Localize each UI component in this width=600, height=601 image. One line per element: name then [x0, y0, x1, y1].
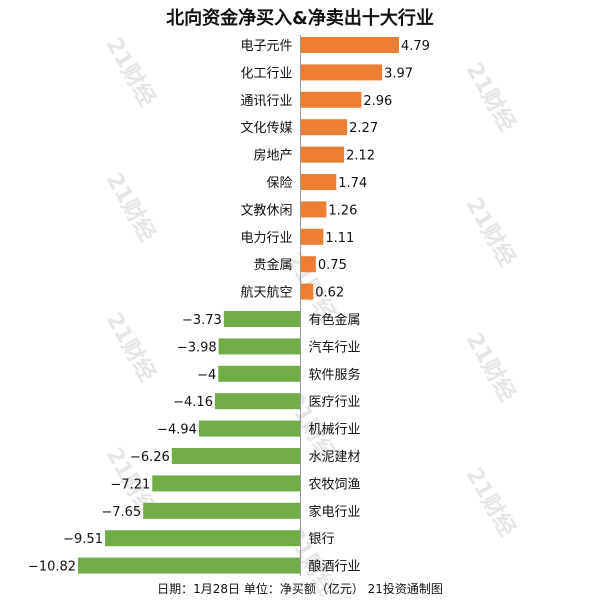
value-label: 2.27: [349, 121, 378, 136]
bar: [171, 448, 301, 464]
value-label: −9.51: [63, 532, 103, 547]
category-label: 农牧饲渔: [309, 477, 361, 492]
bar: [300, 256, 316, 273]
value-label: −4: [197, 368, 216, 383]
category-label: 电子元件: [240, 39, 292, 54]
category-label: 水泥建材: [309, 450, 361, 465]
bar: [300, 146, 345, 163]
category-label: 医疗行业: [309, 395, 361, 410]
bar: [300, 283, 314, 300]
value-label: −7.21: [110, 477, 150, 492]
value-label: −3.73: [182, 313, 222, 328]
bar: [300, 64, 383, 81]
category-label: 化工行业: [240, 66, 292, 81]
category-label: 银行: [309, 532, 335, 547]
value-label: −4.94: [157, 423, 197, 438]
bar: [223, 311, 301, 327]
category-label: 通讯行业: [240, 94, 292, 109]
category-label: 房地产: [253, 148, 292, 164]
value-label: −10.82: [28, 560, 76, 575]
bar: [218, 338, 301, 355]
bar: [300, 174, 337, 190]
value-label: 1.11: [325, 231, 354, 246]
category-label: 文化传媒: [240, 121, 292, 136]
bar: [152, 475, 301, 492]
bar: [143, 502, 301, 519]
value-label: −3.98: [177, 340, 217, 355]
category-label: 贵金属: [253, 257, 292, 273]
value-label: 2.12: [346, 149, 375, 164]
value-label: 4.79: [401, 39, 430, 54]
chart-title: 北向资金净买入&净卖出十大行业: [166, 8, 434, 29]
category-label: 机械行业: [309, 423, 361, 438]
category-label: 软件服务: [309, 367, 361, 383]
value-label: 0.75: [318, 258, 347, 273]
value-label: −7.65: [101, 505, 141, 520]
bar: [300, 228, 324, 245]
value-label: 1.26: [328, 203, 357, 218]
category-label: 文教休闲: [240, 202, 292, 218]
value-label: 1.74: [338, 176, 367, 191]
category-label: 航天航空: [240, 285, 292, 301]
category-label: 酿酒行业: [309, 559, 361, 575]
bar: [300, 201, 327, 218]
category-label: 汽车行业: [309, 339, 361, 355]
value-label: 2.96: [363, 94, 392, 109]
bar: [300, 37, 399, 53]
category-label: 家电行业: [309, 504, 361, 520]
bar: [104, 530, 301, 547]
bar: [218, 365, 301, 382]
value-label: 0.62: [315, 286, 344, 301]
value-label: −6.26: [130, 450, 170, 465]
bar: [300, 119, 348, 136]
bar: [78, 557, 301, 574]
bar: [214, 393, 301, 410]
chart-footer: 日期：1月28日 单位：净买额（亿元） 21投资通制图: [157, 582, 443, 596]
category-label: 电力行业: [240, 231, 292, 246]
value-label: 3.97: [384, 66, 413, 81]
category-label: 有色金属: [309, 312, 361, 328]
category-label: 保险: [266, 176, 292, 191]
value-label: −4.16: [173, 395, 213, 410]
bar: [198, 420, 301, 437]
bar: [300, 91, 362, 108]
